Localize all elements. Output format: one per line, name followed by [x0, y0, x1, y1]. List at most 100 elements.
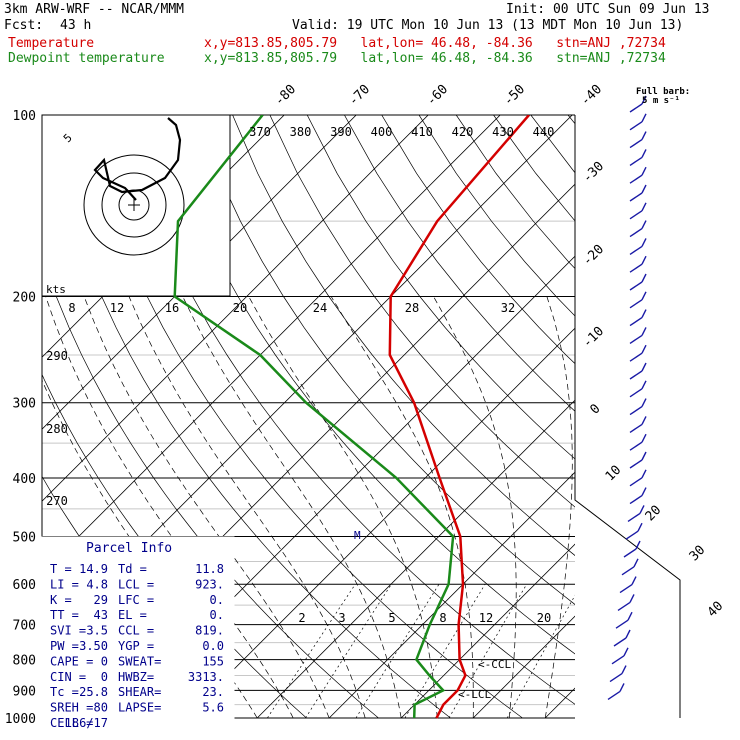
parcel-row-cell: Td = [118, 562, 147, 576]
isotherm-label: -80 [272, 82, 299, 109]
lcl-annotation: <-LCL [458, 688, 491, 701]
parcel-row-cell: SHEAR= [118, 685, 161, 699]
wind-barb-flag [623, 647, 629, 657]
theta-left-label: 280 [46, 422, 68, 436]
parcel-row-cell: CELL = [50, 716, 93, 730]
wind-barb [629, 174, 643, 184]
isotherm-line [42, 115, 357, 430]
dry-adiabat [306, 115, 575, 460]
wind-barb [629, 441, 643, 451]
isotherm-label: -60 [424, 82, 451, 109]
parcel-row-cell: Tc = [50, 685, 79, 699]
wind-barb-flag [641, 291, 647, 301]
parcel-row-cell: 11.8 [195, 562, 224, 576]
moist-adiabat [617, 297, 728, 719]
wind-barb [629, 406, 643, 416]
legend-temperature-info: x,y=813.85,805.79 lat,lon= 46.48, -84.36… [204, 36, 666, 51]
wind-barb-flag [641, 344, 647, 354]
wind-barb-flag [629, 594, 635, 603]
wind-barb [607, 690, 621, 700]
hodograph-unit: kts [46, 283, 66, 296]
parcel-title: Parcel Info [86, 541, 172, 556]
hodograph-ring [83, 154, 185, 256]
mixing-ratio-label: 2 [298, 611, 305, 625]
temperature-profile [388, 115, 530, 719]
dry-adiabat [344, 115, 575, 412]
parcel-row-cell: CAPE = [50, 654, 93, 668]
dry-adiabat [45, 115, 451, 719]
wind-barb [629, 352, 643, 362]
wind-barb-flag [641, 202, 647, 212]
wind-barb [629, 459, 643, 469]
theta-top-label: 440 [533, 125, 555, 139]
dry-adiabat [605, 115, 740, 718]
wind-barb [629, 299, 643, 309]
parcel-row-cell: EL = [118, 608, 147, 622]
isotherm-line [617, 115, 740, 718]
wind-barb-flag [641, 362, 647, 372]
mixing-ratio-label: 20 [537, 611, 551, 625]
wind-barb [619, 584, 633, 594]
parcel-row-cell: 3.50 [79, 639, 108, 653]
barb-note-units: 5 m s⁻¹ [642, 96, 680, 106]
barb-note: Full barb: [636, 87, 690, 97]
pressure-label: 100 [13, 109, 36, 124]
wind-barb [617, 601, 631, 611]
parcel-row-cell: 155 [202, 654, 224, 668]
wind-barb [629, 192, 643, 202]
theta-top-label: 430 [492, 125, 514, 139]
isotherm-label: -10 [580, 324, 607, 351]
parcel-box [41, 536, 235, 731]
wind-barb-flag [635, 540, 641, 550]
parcel-row-cell: CCL = [118, 624, 154, 638]
wind-barb [629, 121, 643, 131]
wind-barb [629, 334, 643, 344]
theta-top-label: 410 [411, 125, 433, 139]
parcel-row-cell: 0 [101, 654, 108, 668]
mixing-ratio-line [267, 584, 356, 719]
moist-adiabat [330, 296, 474, 719]
pressure-label: 800 [13, 654, 36, 669]
wind-barb-flag [631, 576, 637, 585]
parcel-row-cell: SWEAT= [118, 654, 161, 668]
dry-adiabat [269, 115, 575, 508]
wind-barb-flag [641, 184, 647, 194]
pressure-label: 600 [13, 578, 36, 593]
wind-barb [623, 548, 637, 558]
mixing-ratio-label: 8 [439, 611, 446, 625]
pressure-label: 700 [13, 619, 36, 634]
wind-barb-flag [641, 273, 647, 283]
parcel-row-cell: 0. [210, 608, 224, 622]
isotherm-label: 20 [643, 503, 665, 525]
pressure-label: 1000 [5, 712, 36, 727]
parcel-row-cell: SREH = [50, 701, 93, 715]
parcel-row-cell: HWBZ= [118, 670, 154, 684]
wind-barb-flag [641, 398, 647, 407]
hodograph-scale-label: 16 [165, 301, 179, 315]
hodograph-scale-label: 32 [501, 301, 515, 315]
isotherm-line [256, 399, 575, 719]
pressure-label: 500 [13, 530, 36, 545]
wind-barb-flag [641, 433, 647, 443]
wind-barb-flag [641, 469, 647, 479]
parcel-row-cell: 80 [94, 701, 108, 715]
parcel-row-cell: 923. [195, 577, 224, 591]
isotherm-label: -40 [578, 82, 605, 109]
parcel-row-cell: 186/17 [65, 716, 108, 730]
moist-adiabat [581, 297, 648, 719]
moist-adiabat [248, 296, 438, 719]
wind-barb-flag [639, 505, 645, 514]
wind-barb [629, 423, 643, 433]
legend-temperature-name: Temperature [8, 36, 95, 51]
parcel-row-cell: TT = [50, 608, 79, 622]
wind-barb [629, 228, 643, 238]
wind-barb-flag [641, 238, 647, 247]
theta-top-label: 390 [330, 125, 352, 139]
hodograph-scale-label: 24 [313, 301, 327, 315]
parcel-row-cell: SVI = [50, 624, 86, 638]
mixing-ratio-label: 5 [388, 611, 395, 625]
dry-adiabat [643, 115, 740, 718]
moist-adiabat [544, 296, 573, 719]
wind-barb-flag [641, 309, 647, 318]
init-time: Init: 00 UTC Sun 09 Jun 13 [506, 2, 710, 17]
